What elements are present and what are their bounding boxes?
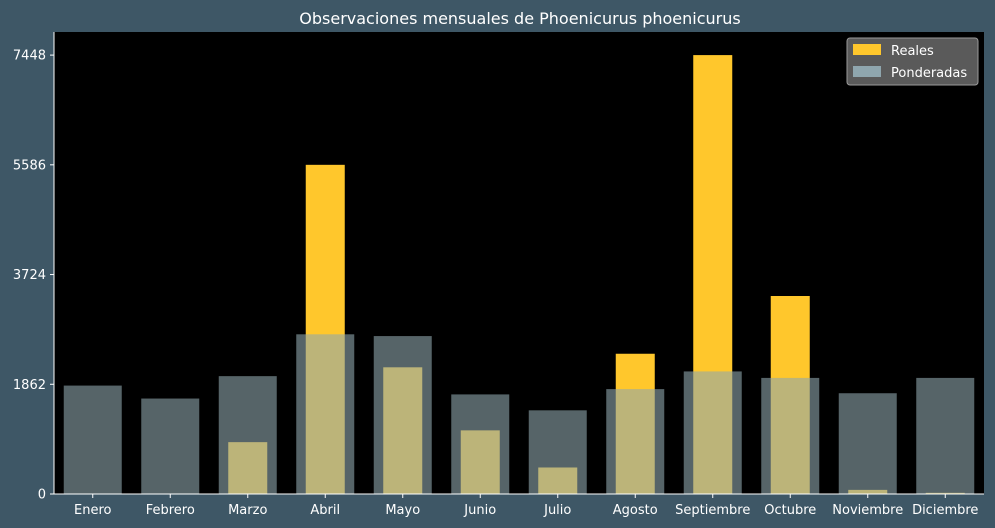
- bar-ponderadas-enero: [63, 385, 122, 494]
- plot-area: [54, 32, 984, 494]
- bar-ponderadas-junio: [451, 394, 510, 494]
- legend-label-reales: Reales: [891, 44, 934, 59]
- x-axis: Enero Febrero Marzo Abril Mayo Junio Julio Agos…: [54, 493, 984, 518]
- legend-swatch-ponderadas: [853, 66, 881, 77]
- x-tick-label: Agosto: [613, 503, 658, 518]
- x-tick-label: Mayo: [385, 503, 420, 518]
- x-tick-label: Octubre: [764, 503, 816, 518]
- y-axis: 0 1862 3724 5586 7448: [13, 32, 55, 503]
- legend-label-ponderadas: Ponderadas: [891, 66, 967, 81]
- series-ponderadas: [63, 334, 975, 494]
- y-tick-label: 3724: [13, 268, 46, 283]
- bar-ponderadas-julio: [528, 410, 587, 494]
- bar-ponderadas-abril: [296, 334, 355, 494]
- chart-title: Observaciones mensuales de Phoenicurus p…: [299, 9, 740, 28]
- x-tick-label: Septiembre: [675, 503, 750, 518]
- x-tick-label: Noviembre: [832, 503, 903, 518]
- y-tick-label: 5586: [13, 158, 46, 173]
- x-tick-label: Junio: [463, 503, 496, 518]
- bar-ponderadas-noviembre: [838, 393, 897, 494]
- bar-ponderadas-marzo: [218, 376, 277, 494]
- bar-ponderadas-diciembre: [916, 377, 975, 494]
- x-tick-label: Marzo: [228, 503, 267, 518]
- y-tick-label: 7448: [13, 49, 46, 64]
- x-tick-label: Enero: [74, 503, 112, 518]
- x-tick-label: Diciembre: [912, 503, 978, 518]
- x-tick-label: Julio: [543, 503, 571, 518]
- legend-swatch-reales: [853, 44, 881, 55]
- x-tick-label: Febrero: [146, 503, 195, 518]
- bar-ponderadas-agosto: [606, 389, 665, 494]
- bar-ponderadas-mayo: [373, 336, 432, 494]
- y-tick-label: 0: [38, 488, 46, 503]
- y-tick-label: 1862: [13, 378, 46, 393]
- x-tick-label: Abril: [310, 503, 340, 518]
- bar-ponderadas-octubre: [761, 377, 820, 494]
- bar-ponderadas-septiembre: [683, 371, 742, 494]
- bar-ponderadas-febrero: [141, 398, 200, 494]
- legend: Reales Ponderadas: [846, 37, 979, 86]
